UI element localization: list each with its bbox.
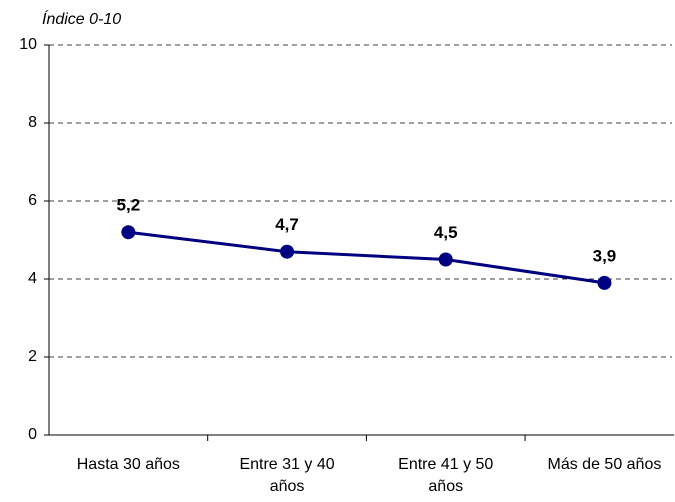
x-tick-label: Entre 41 y 50 años — [398, 456, 494, 495]
y-axis-label: Índice 0-10 — [42, 9, 121, 28]
point — [280, 244, 295, 259]
x-tick-label: Hasta 30 años — [76, 456, 180, 473]
y-tick-label: 2 — [28, 348, 37, 365]
x-tick-label: Más de 50 años — [547, 456, 662, 473]
point — [121, 225, 136, 240]
y-tick-label: 6 — [28, 192, 37, 209]
series-line — [128, 230, 605, 285]
y-tick-label: 10 — [19, 36, 37, 53]
data-label: 4,5 — [434, 223, 458, 242]
y-tick-label: 0 — [28, 426, 37, 443]
point — [597, 275, 612, 290]
data-label: 4,7 — [275, 215, 299, 234]
data-label: 5,2 — [117, 196, 141, 215]
data-label: 3,9 — [593, 246, 617, 265]
y-tick-label: 4 — [28, 270, 37, 287]
point — [438, 252, 453, 267]
y-tick-label: 8 — [28, 114, 37, 131]
x-tick-label: Entre 31 y 40 años — [239, 456, 335, 495]
